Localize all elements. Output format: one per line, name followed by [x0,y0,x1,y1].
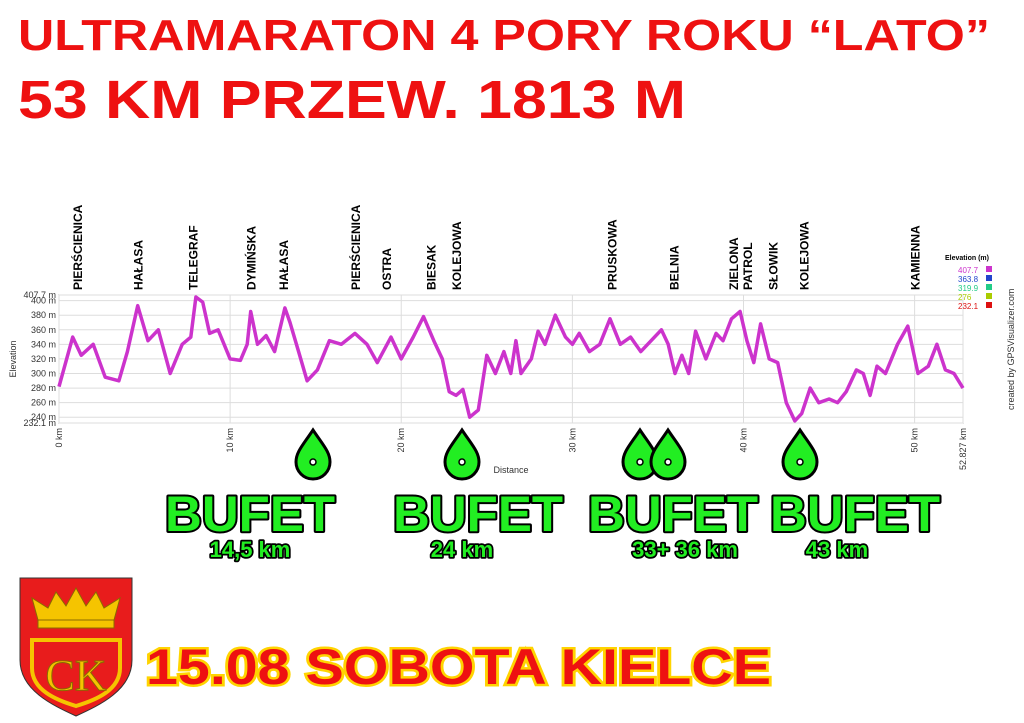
waypoint-label: KAMIENNA [909,225,923,290]
credit: created by GPSVisualizer.com [1006,289,1016,410]
waypoint-label: TELEGRAF [186,225,200,290]
crest-letters: CK [45,651,106,700]
legend-swatch [986,275,992,281]
drop-dots [309,458,804,466]
x-tick-label: 40 km [738,428,748,453]
y-tick-label: 300 m [31,369,56,379]
bufet-km: 33+ 36 km [632,537,738,562]
legend-swatch [986,284,992,290]
subtitle: 53 KM PRZEW. 1813 M [18,70,686,130]
y-tick-label: 240 m [31,412,56,422]
waypoint-label: SŁOWIK [767,242,781,290]
y-axis-label: Elevation [8,340,18,377]
bufet-title: BUFET [165,486,335,542]
legend-swatch [986,302,992,308]
waypoint-label: OSTRA [380,248,394,290]
drops [294,427,819,481]
x-tick-label: 20 km [396,428,406,453]
legend-title: Elevation (m) [945,255,989,262]
y-tick-label: 407.7 m [23,290,56,300]
y-tick-label: 320 m [31,354,56,364]
waypoint-label: KOLEJOWA [450,221,464,290]
bufet-title: BUFET [770,486,940,542]
bufet-km: 14,5 km [210,537,291,562]
elevation-line [57,295,965,423]
y-tick-label: 360 m [31,325,56,335]
waypoint-label: PATROL [741,242,755,290]
y-tick-label: 340 m [31,339,56,349]
title: ULTRAMARATON 4 PORY ROKU “LATO” [18,11,990,60]
x-tick-label: 52.827 km [958,428,968,470]
y-tick-label: 232.1 m [23,418,56,428]
legend-swatch [986,266,992,272]
bufet-title: BUFET [393,486,563,542]
crest: CK [19,577,133,717]
waypoint-label: DYMIŃSKA [244,226,259,290]
legend-label: 232.1 [958,302,979,311]
y-tick-label: 260 m [31,398,56,408]
waypoint-label: PIERŚCIENICA [70,204,85,290]
waypoint-label: PIERŚCIENICA [348,204,363,290]
x-tick-label: 0 km [54,428,64,448]
bufet-km: 24 km [431,537,493,562]
x-tick-label: 50 km [910,428,920,453]
legend-label: 407.7 [958,266,979,275]
footer-text: 15.08 SOBOTA KIELCE [146,639,771,695]
y-tick-label: 400 m [31,296,56,306]
y-tick-label: 380 m [31,310,56,320]
bufet-title: BUFET [588,486,758,542]
x-tick-label: 30 km [567,428,577,453]
waypoint-label: HAŁASA [132,240,146,290]
legend-label: 276 [958,293,972,302]
waypoint-label: KOLEJOWA [797,221,811,290]
waypoint-label: BELNIA [667,245,681,290]
waypoint-label: HAŁASA [277,240,291,290]
waypoint-label: BIESAK [424,244,438,290]
legend-label: 363.8 [958,275,979,284]
x-axis-label: Distance [493,465,528,475]
waypoint-label: PRUSKOWA [606,219,620,290]
x-tick-label: 10 km [225,428,235,453]
y-tick-label: 280 m [31,383,56,393]
legend-swatch [986,293,992,299]
waypoint-label: ZIELONA [727,237,741,290]
legend-label: 319.9 [958,284,979,293]
bufet-km: 43 km [806,537,868,562]
